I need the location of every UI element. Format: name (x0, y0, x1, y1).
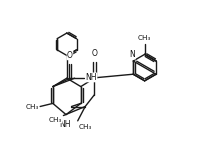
Text: NH: NH (86, 73, 97, 82)
Text: CH₃: CH₃ (25, 103, 39, 110)
Text: O: O (91, 49, 97, 58)
Text: CH₃: CH₃ (78, 124, 92, 130)
Text: CH₃: CH₃ (49, 117, 62, 123)
Text: CH₃: CH₃ (138, 35, 151, 41)
Text: N: N (130, 50, 136, 59)
Text: O: O (67, 51, 73, 60)
Text: NH: NH (59, 120, 71, 129)
